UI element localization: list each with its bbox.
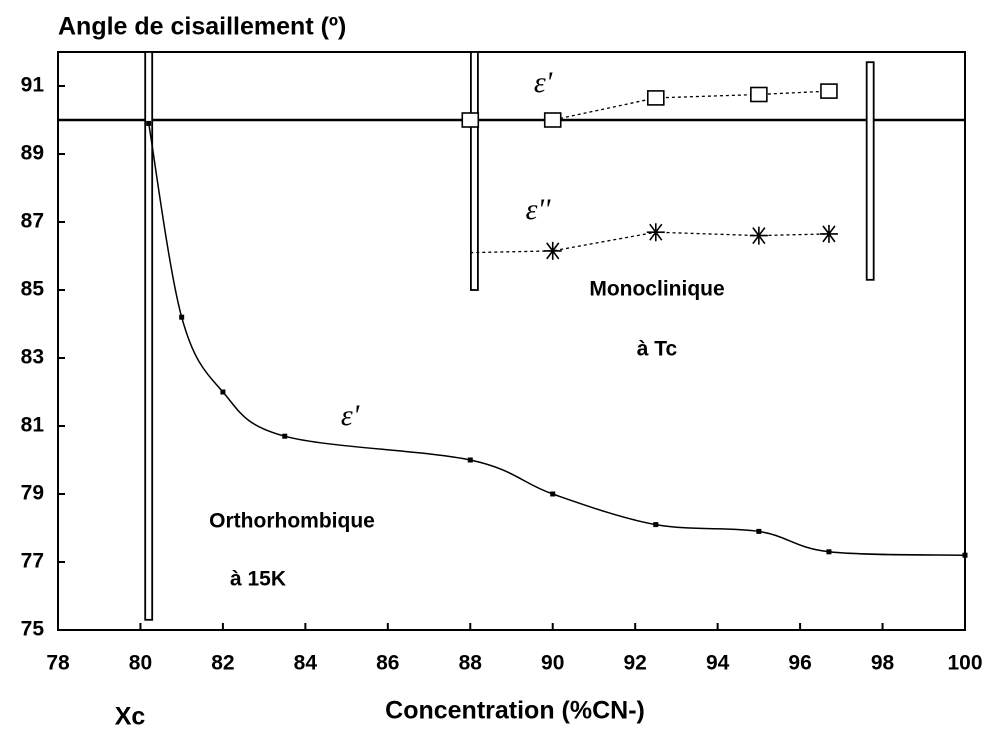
point: [550, 491, 556, 497]
annotation: ε': [534, 66, 553, 99]
x-tick-label: 78: [46, 652, 70, 675]
y-tick-label: 87: [21, 210, 44, 233]
x-tick-label: 100: [947, 652, 982, 675]
x-tick-label: 80: [129, 652, 152, 675]
annotation: Orthorhombique: [209, 510, 375, 533]
point: [461, 112, 480, 128]
point: [282, 433, 288, 439]
point: [179, 314, 185, 320]
y-tick-label: 77: [21, 550, 44, 573]
point: [749, 226, 768, 245]
point: [543, 241, 562, 260]
x-tick-label: 90: [541, 652, 564, 675]
phase-boundary: [469, 51, 479, 291]
phase-boundary: [144, 51, 154, 621]
point: [220, 389, 226, 395]
series-line: [147, 123, 966, 556]
annotation: ε': [341, 399, 360, 432]
y-tick-label: 91: [21, 74, 45, 97]
x-tick-label: 92: [624, 652, 647, 675]
x-axis-label: Concentration (%CN-): [385, 697, 645, 725]
point: [820, 83, 838, 99]
plot-frame: [57, 51, 966, 631]
x-tick-label: 86: [376, 652, 399, 675]
x-tick-label: 82: [211, 652, 234, 675]
point: [646, 90, 665, 106]
point: [543, 112, 562, 128]
phase-boundary: [865, 61, 875, 281]
x-tick-label: 84: [294, 652, 318, 675]
point: [146, 120, 152, 126]
point: [467, 457, 473, 463]
annotation: ε'': [526, 193, 551, 226]
point: [646, 223, 665, 242]
y-tick-label: 81: [21, 414, 45, 437]
y-tick-label: 85: [21, 278, 45, 301]
y-tick-label: 83: [21, 346, 44, 369]
series-line: [470, 231, 829, 254]
x-tick-label: 94: [706, 652, 730, 675]
x-tick-label: 96: [788, 652, 811, 675]
x-tick-label: 98: [871, 652, 895, 675]
y-tick-label: 79: [21, 482, 44, 505]
point: [653, 522, 659, 528]
point: [826, 549, 832, 555]
y-tick-label: 89: [21, 142, 44, 165]
x-tick-label: 88: [459, 652, 483, 675]
annotation: Xc: [115, 703, 146, 731]
annotation: à 15K: [230, 568, 286, 591]
point: [962, 552, 968, 558]
chart-title: Angle de cisaillement (º): [58, 13, 346, 41]
annotation: à Tc: [637, 338, 678, 361]
point: [756, 528, 762, 534]
annotation: Monoclinique: [589, 278, 724, 301]
y-tick-label: 75: [21, 618, 45, 641]
point: [750, 86, 768, 103]
point: [819, 224, 838, 243]
